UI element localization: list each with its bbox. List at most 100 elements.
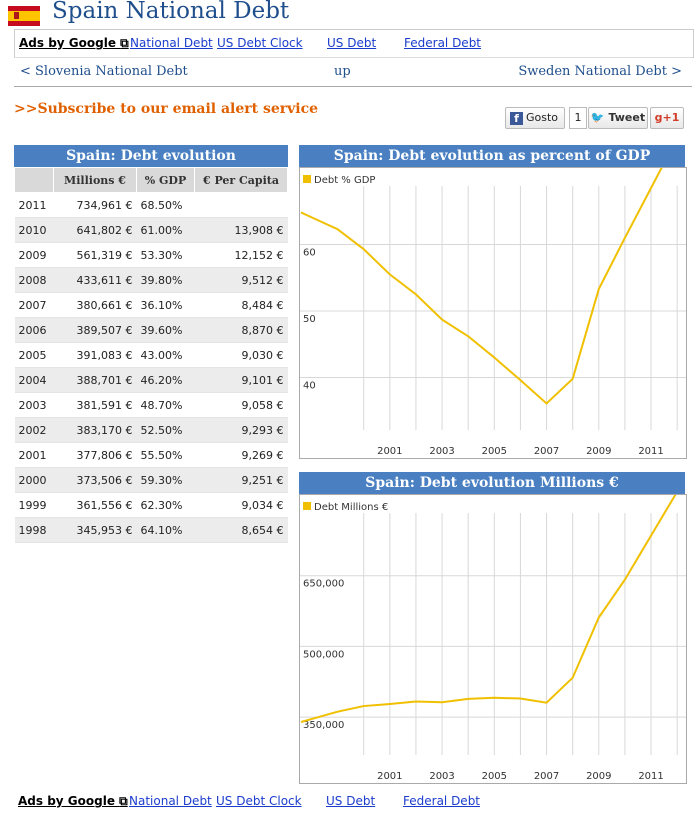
gdp-chart-panel: Spain: Debt evolution as percent of GDP … bbox=[299, 145, 687, 459]
millions-cell: 377,806 € bbox=[53, 442, 137, 468]
millions-cell: 380,661 € bbox=[53, 292, 137, 318]
ad-link-national-debt[interactable]: National Debt bbox=[130, 36, 213, 50]
ads-bar-top: Ads by Google ⧉ National Debt US Debt Cl… bbox=[14, 29, 694, 58]
tweet-button[interactable]: 🐦 Tweet bbox=[588, 107, 648, 129]
millions-cell: 373,506 € bbox=[53, 467, 137, 493]
year-cell: 2000 bbox=[14, 467, 54, 493]
data-point bbox=[546, 402, 548, 404]
table-row: 2007 380,661 €36.10% 8,484 € bbox=[14, 292, 288, 318]
gdp-cell: 46.20% bbox=[136, 367, 195, 393]
gdp-chart-title: Spain: Debt evolution as percent of GDP bbox=[299, 145, 685, 167]
table-header: Millions € bbox=[53, 167, 137, 193]
millions-chart-title: Spain: Debt evolution Millions € bbox=[299, 472, 685, 494]
millions-chart-panel: Spain: Debt evolution Millions € 650,000… bbox=[299, 472, 687, 784]
table-row: 2008 433,611 €39.80% 9,512 € bbox=[14, 267, 288, 293]
millions-cell: 381,591 € bbox=[53, 392, 137, 418]
data-point bbox=[467, 335, 469, 337]
data-point bbox=[310, 718, 312, 720]
data-point bbox=[493, 357, 495, 359]
series-line bbox=[300, 495, 677, 723]
prev-country-link[interactable]: < Slovenia National Debt bbox=[20, 64, 188, 79]
facebook-icon: f bbox=[510, 111, 523, 125]
gdp-cell: 48.70% bbox=[136, 392, 195, 418]
millions-cell: 433,611 € bbox=[53, 267, 137, 293]
data-point bbox=[310, 216, 312, 218]
y-tick-label: 350,000 bbox=[303, 720, 344, 731]
data-point bbox=[624, 579, 626, 581]
data-point bbox=[650, 535, 652, 537]
x-tick-label: 2011 bbox=[638, 446, 663, 457]
x-tick-label: 2005 bbox=[482, 771, 507, 782]
data-point bbox=[415, 701, 417, 703]
per-capita-cell: 9,269 € bbox=[194, 442, 288, 468]
table-row: 2004 388,701 €46.20% 9,101 € bbox=[14, 367, 288, 393]
data-point bbox=[467, 698, 469, 700]
per-capita-cell: 13,908 € bbox=[194, 217, 288, 243]
debt-table: Millions € % GDP € Per Capita 2011 734,96… bbox=[14, 167, 288, 543]
data-point bbox=[389, 273, 391, 275]
page-title: Spain National Debt bbox=[52, 0, 290, 24]
like-count: 1 bbox=[569, 107, 587, 129]
millions-cell: 345,953 € bbox=[53, 517, 137, 543]
millions-cell: 641,802 € bbox=[53, 217, 137, 243]
data-point bbox=[441, 319, 443, 321]
ads-by-google-link[interactable]: Ads by Google ⧉ bbox=[18, 794, 128, 808]
facebook-like-button[interactable]: f Gosto bbox=[505, 107, 565, 129]
ad-link-federal-debt[interactable]: Federal Debt bbox=[404, 36, 482, 50]
ad-link-us-debt[interactable]: US Debt bbox=[327, 36, 377, 50]
x-tick-label: 2003 bbox=[429, 771, 454, 782]
millions-cell: 389,507 € bbox=[53, 317, 137, 343]
ad-link-federal-debt[interactable]: Federal Debt bbox=[403, 794, 481, 808]
year-cell: 1998 bbox=[14, 517, 54, 543]
data-point bbox=[650, 187, 652, 189]
up-link[interactable]: up bbox=[334, 64, 351, 79]
gdp-cell: 52.50% bbox=[136, 417, 195, 443]
per-capita-cell: 9,251 € bbox=[194, 467, 288, 493]
external-link-icon: ⧉ bbox=[119, 794, 128, 808]
per-capita-cell: 12,152 € bbox=[194, 242, 288, 268]
per-capita-cell: 8,484 € bbox=[194, 292, 288, 318]
gdp-line-chart: 60 50 40 2001 2003 2005 2007 2009 2011 Debt % GDP bbox=[299, 167, 687, 459]
ad-link-us-debt-clock[interactable]: US Debt Clock bbox=[217, 36, 303, 50]
ads-by-google-link[interactable]: Ads by Google ⧉ bbox=[19, 36, 129, 50]
year-cell: 2008 bbox=[14, 267, 54, 293]
millions-cell: 383,170 € bbox=[53, 417, 137, 443]
millions-cell: 734,961 € bbox=[53, 192, 137, 218]
millions-line-chart: 650,000 500,000 350,000 2001 2003 2005 2007 200… bbox=[299, 494, 687, 784]
data-point bbox=[546, 702, 548, 704]
year-cell: 1999 bbox=[14, 492, 54, 518]
per-capita-cell: 9,512 € bbox=[194, 267, 288, 293]
x-tick-label: 2003 bbox=[429, 446, 454, 457]
gdp-cell: 61.00% bbox=[136, 217, 195, 243]
year-cell: 2011 bbox=[14, 192, 54, 218]
year-cell: 2005 bbox=[14, 342, 54, 368]
year-cell: 2007 bbox=[14, 292, 54, 318]
country-nav: < Slovenia National Debt up Sweden Natio… bbox=[14, 57, 692, 87]
data-point bbox=[519, 698, 521, 700]
table-row: 2000 373,506 €59.30% 9,251 € bbox=[14, 467, 288, 493]
table-row: 2010 641,802 €61.00% 13,908 € bbox=[14, 217, 288, 243]
gdp-cell: 68.50% bbox=[136, 192, 195, 218]
x-tick-label: 2009 bbox=[586, 446, 611, 457]
google-plus-button[interactable]: g+1 bbox=[650, 107, 684, 129]
next-country-link[interactable]: Sweden National Debt > bbox=[518, 64, 682, 79]
table-row: 1998 345,953 €64.10% 8,654 € bbox=[14, 517, 288, 543]
table-row: 2011 734,961 €68.50% bbox=[14, 192, 288, 218]
year-cell: 2010 bbox=[14, 217, 54, 243]
ads-bar-bottom: Ads by Google ⧉ National Debt US Debt Cl… bbox=[14, 788, 692, 815]
gdp-cell: 39.60% bbox=[136, 317, 195, 343]
subscribe-link[interactable]: >>Subscribe to our email alert service bbox=[14, 101, 319, 117]
table-row: 1999 361,556 €62.30% 9,034 € bbox=[14, 492, 288, 518]
year-cell: 2006 bbox=[14, 317, 54, 343]
ad-link-us-debt-clock[interactable]: US Debt Clock bbox=[216, 794, 302, 808]
data-point bbox=[572, 677, 574, 679]
table-header: € Per Capita bbox=[194, 167, 288, 193]
per-capita-cell: 9,030 € bbox=[194, 342, 288, 368]
data-point bbox=[519, 379, 521, 381]
ad-link-national-debt[interactable]: National Debt bbox=[129, 794, 212, 808]
data-point bbox=[415, 293, 417, 295]
millions-cell: 561,319 € bbox=[53, 242, 137, 268]
ad-link-us-debt[interactable]: US Debt bbox=[326, 794, 376, 808]
legend-label: Debt % GDP bbox=[314, 175, 375, 186]
external-link-icon: ⧉ bbox=[120, 36, 129, 50]
